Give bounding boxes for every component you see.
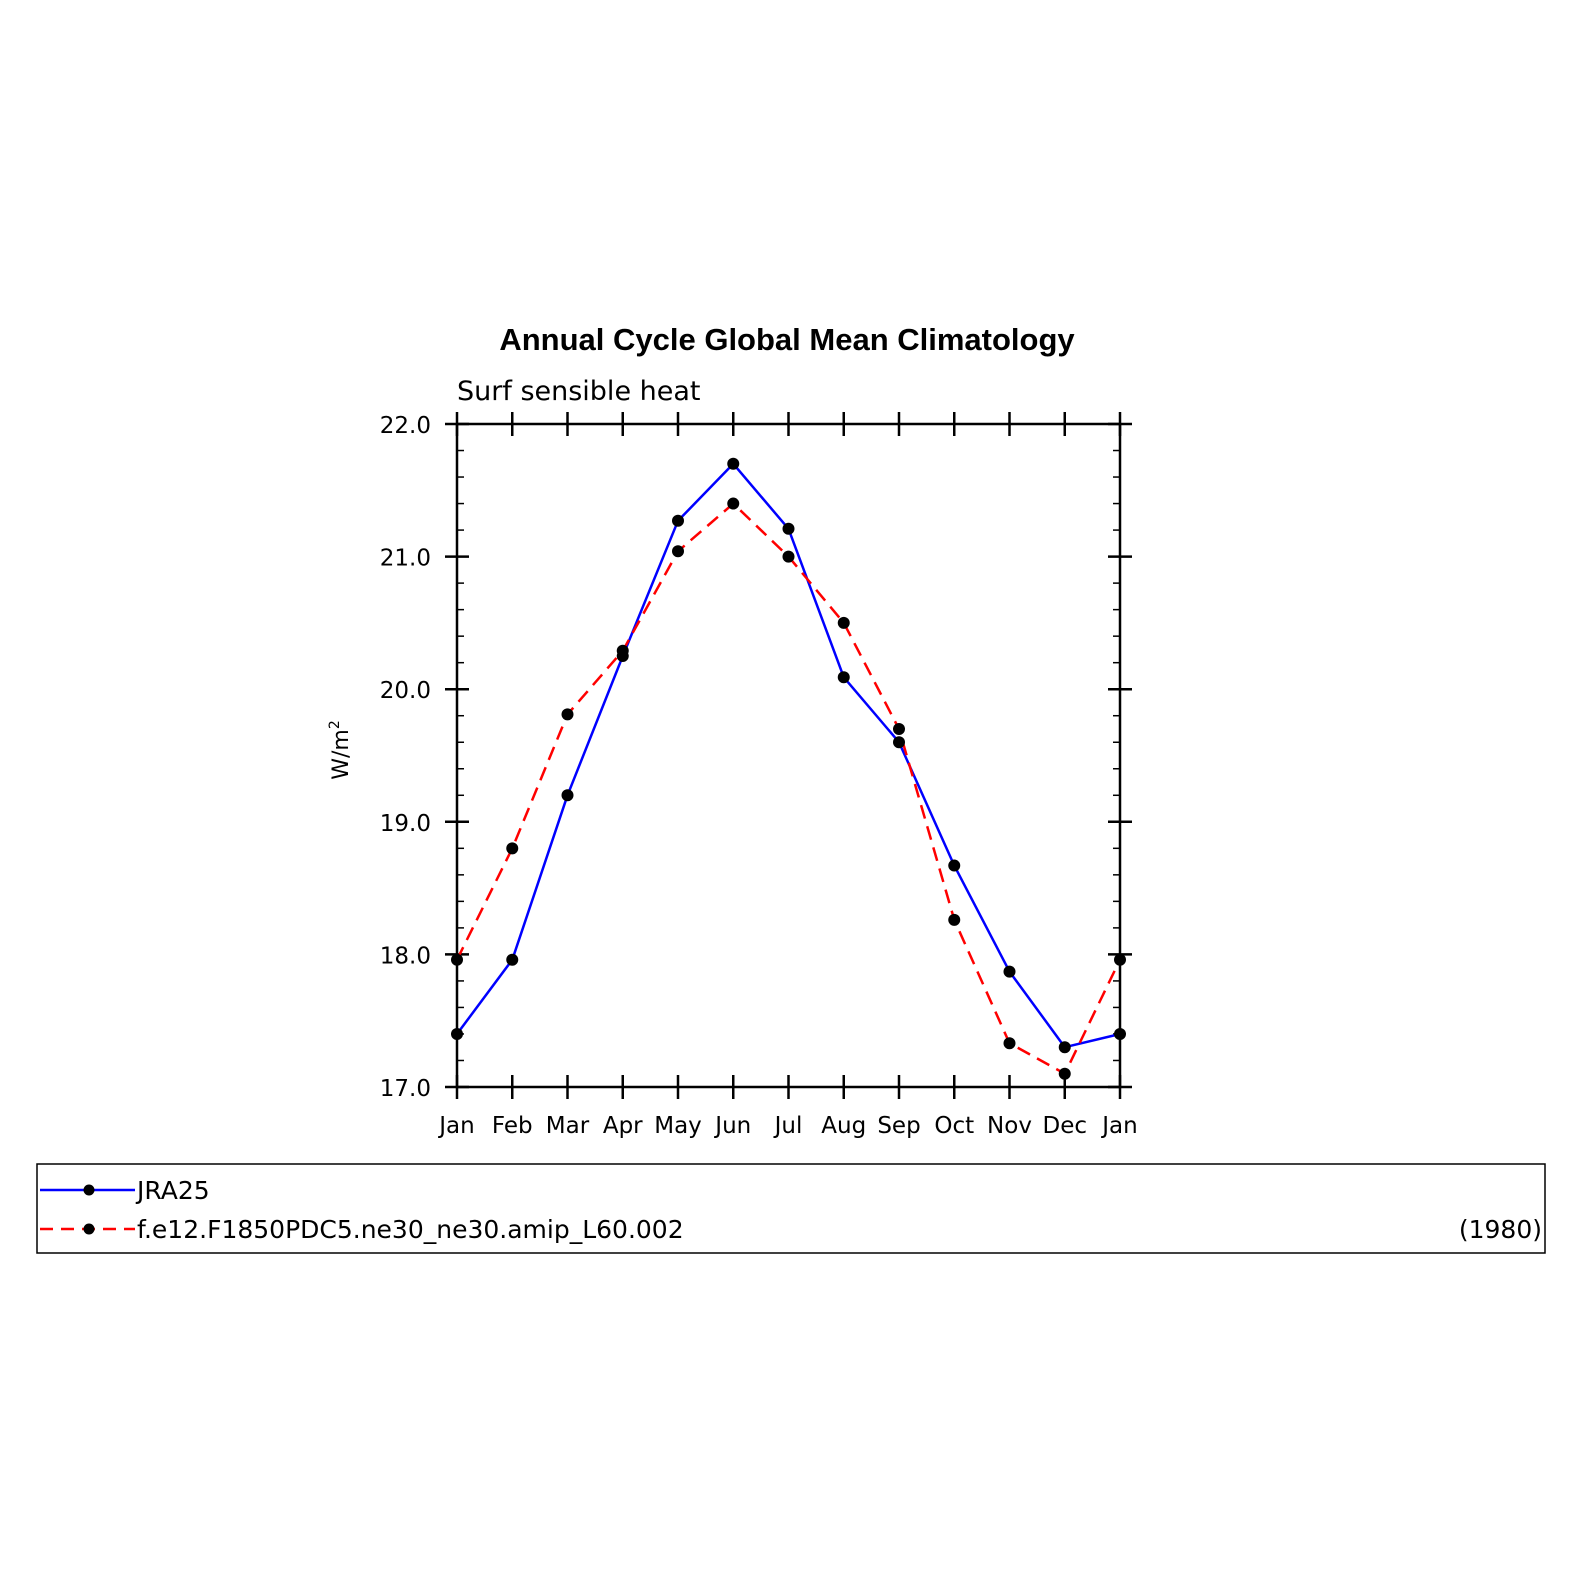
data-point-series-1 [727, 497, 740, 510]
x-tick-labels: Jan Feb Mar Apr May Jun Jul Aug Sep Oct Nov Dec Jan [437, 1113, 1137, 1139]
y-tick-label: 18.0 [380, 943, 431, 969]
x-tick-label: Oct [934, 1113, 974, 1139]
legend-label-model: f.e12.F1850PDC5.ne30_ne30.amip_L60.002 [137, 1215, 684, 1244]
x-tick-label: Jul [773, 1113, 803, 1139]
data-point-series-0 [506, 953, 519, 966]
x-tick-label: Dec [1042, 1113, 1087, 1139]
chart-title: Annual Cycle Global Mean Climatology [499, 322, 1075, 357]
y-tick-label: 20.0 [380, 678, 431, 704]
y-tick-label: 21.0 [380, 546, 431, 572]
x-tick-label: Jan [1100, 1113, 1137, 1139]
data-point-series-1 [672, 545, 684, 558]
legend-box [36, 1163, 1546, 1254]
data-point-series-1 [506, 842, 519, 855]
plot-frame [455, 422, 1122, 1089]
y-tick-label: 17.0 [380, 1076, 431, 1102]
x-tick-label: Aug [821, 1113, 866, 1139]
x-tick-label: Apr [603, 1113, 643, 1139]
x-tick-label: Jun [713, 1113, 751, 1139]
legend: JRA25 f.e12.F1850PDC5.ne30_ne30.amip_L60… [36, 1163, 1546, 1254]
data-point-series-0 [893, 736, 905, 749]
x-tick-label: May [654, 1113, 702, 1139]
x-tick-label: Mar [546, 1113, 590, 1139]
chart-subtitle: Surf sensible heat [457, 376, 701, 407]
data-point-series-1 [893, 722, 905, 735]
data-point-series-0 [1003, 965, 1016, 978]
y-tick-label: 22.0 [380, 413, 431, 439]
data-point-series-0 [837, 671, 850, 684]
data-point-series-1 [1003, 1037, 1016, 1050]
data-point-series-0 [782, 522, 795, 535]
data-point-series-0 [1058, 1041, 1071, 1054]
data-point-series-1 [948, 913, 961, 926]
data-point-series-1 [1058, 1067, 1071, 1080]
data-point-series-1 [616, 644, 629, 657]
legend-marker-jra25 [83, 1184, 95, 1196]
series-layer [451, 457, 1126, 1080]
data-point-series-1 [837, 616, 850, 629]
legend-marker-model [83, 1223, 95, 1235]
x-tick-label: Nov [987, 1113, 1032, 1139]
y-axis-label-text: W/m [329, 729, 354, 780]
y-axis-label-superscript: 2 [327, 720, 343, 729]
y-tick-label: 19.0 [380, 811, 431, 837]
y-axis-label: W/m2 [327, 720, 354, 780]
data-point-series-0 [727, 457, 740, 470]
axis-ticks [445, 412, 1132, 1099]
x-tick-label: Sep [877, 1113, 920, 1139]
data-point-series-1 [782, 550, 795, 563]
svg-text:W/m2: W/m2 [327, 720, 354, 780]
legend-note: (1980) [1459, 1215, 1542, 1244]
data-point-series-0 [948, 859, 961, 872]
data-point-series-1 [561, 708, 574, 721]
legend-label-jra25: JRA25 [135, 1176, 210, 1205]
data-point-series-0 [561, 789, 574, 802]
data-point-series-0 [672, 514, 684, 527]
x-tick-label: Jan [437, 1113, 474, 1139]
y-tick-labels: 17.0 18.0 19.0 20.0 21.0 22.0 [380, 413, 431, 1102]
x-tick-label: Feb [492, 1113, 533, 1139]
